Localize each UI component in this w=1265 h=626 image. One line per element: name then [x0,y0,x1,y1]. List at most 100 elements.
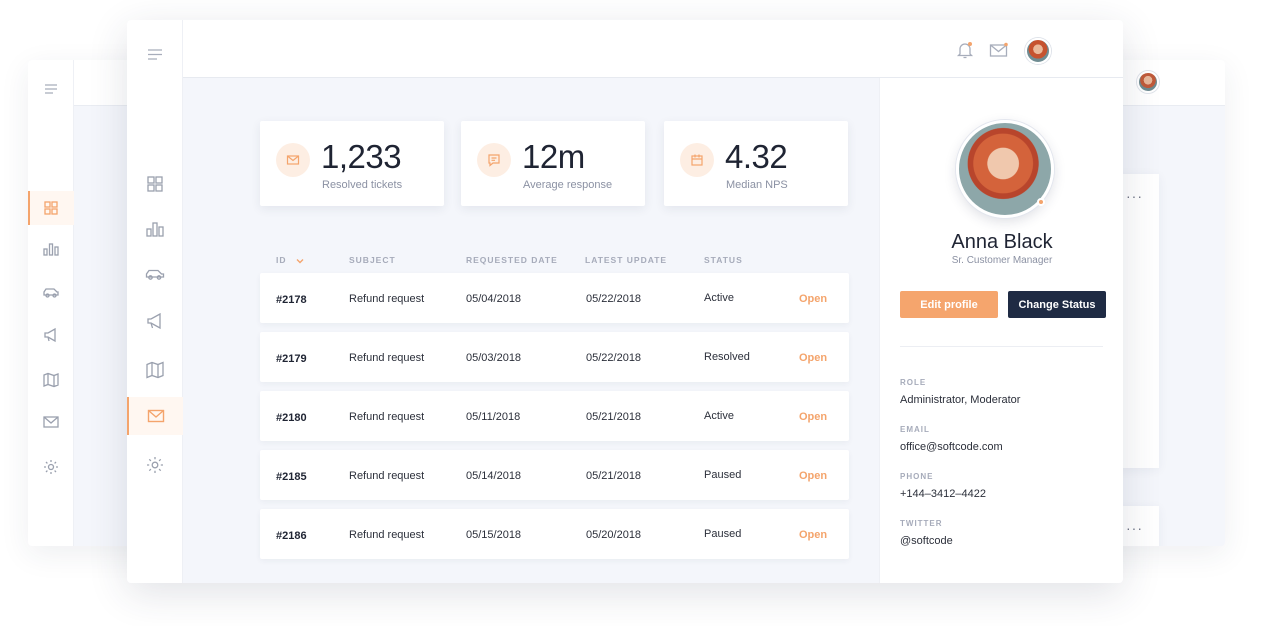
ticket-status: Paused [704,528,742,540]
stat-badge [276,143,310,177]
field-value-phone: +144–3412–4422 [900,488,986,500]
field-value-twitter: @softcode [900,535,953,547]
sidebar-item-messages[interactable] [127,397,183,435]
ticket-latest-update: 05/22/2018 [586,352,642,364]
background-sidebar [28,60,74,546]
table-row[interactable]: #2186 Refund request 05/15/2018 05/20/20… [260,509,849,559]
megaphone-icon [147,312,161,330]
open-link[interactable]: Open [799,470,828,482]
ticket-subject: Refund request [349,352,425,364]
avatar[interactable] [1025,38,1051,64]
stat-card-resolved: 1,233 Resolved tickets [260,121,444,206]
ticket-subject: Refund request [349,293,425,305]
stat-value: 1,233 [321,138,402,175]
column-header-id[interactable]: ID [276,255,304,265]
edit-profile-button[interactable]: Edit profile [900,291,998,318]
ticket-subject: Refund request [349,529,425,541]
background-nav-active [28,191,74,225]
app-window: 1,233 Resolved tickets 12m Average respo… [127,20,1123,583]
message-icon [488,154,500,167]
stat-label: Resolved tickets [322,179,403,191]
ticket-requested-date: 05/15/2018 [466,529,522,541]
table-row[interactable]: #2179 Refund request 05/03/2018 05/22/20… [260,332,849,382]
profile-avatar [956,120,1054,218]
ticket-id: #2185 [276,471,307,483]
ticket-id: #2186 [276,530,307,542]
settings-icon [147,457,163,473]
ticket-requested-date: 05/03/2018 [466,352,522,364]
ticket-latest-update: 05/21/2018 [586,411,642,423]
ticket-id: #2178 [276,294,307,306]
column-header-subject[interactable]: SUBJECT [349,255,396,265]
column-header-status[interactable]: STATUS [704,255,743,265]
profile-name: Anna Black [951,231,1053,253]
sidebar [127,20,183,583]
field-value-role: Administrator, Moderator [900,394,1021,406]
calendar-icon [691,154,703,166]
car-icon [145,269,165,280]
car-icon [43,288,59,298]
grid-icon [147,176,163,192]
envelope-icon[interactable] [989,40,1009,60]
sidebar-item-analytics[interactable] [127,210,183,248]
background-avatar [1137,71,1159,93]
topbar [183,20,1123,78]
stat-value: 4.32 [725,138,788,175]
table-row[interactable]: #2185 Refund request 05/14/2018 05/21/20… [260,450,849,500]
megaphone-icon [44,327,56,343]
ticket-subject: Refund request [349,470,425,482]
stat-label: Average response [523,179,613,191]
mail-icon [286,155,300,165]
ticket-id: #2180 [276,412,307,424]
sidebar-item-campaigns[interactable] [127,302,183,340]
column-header-latest-update[interactable]: LATEST UPDATE [585,255,668,265]
map-icon [146,361,164,379]
open-link[interactable]: Open [799,529,828,541]
profile-panel: Anna Black Sr. Customer Manager Edit pro… [879,78,1123,583]
sidebar-item-dashboard[interactable] [127,165,183,203]
table-row[interactable]: #2178 Refund request 05/04/2018 05/22/20… [260,273,849,323]
ticket-requested-date: 05/14/2018 [466,470,522,482]
stat-label: Median NPS [726,179,788,191]
field-label-role: ROLE [900,378,927,387]
stat-value: 12m [522,138,585,175]
grid-icon [44,201,58,215]
sidebar-item-settings[interactable] [127,446,183,484]
menu-icon[interactable] [148,49,162,60]
ticket-latest-update: 05/22/2018 [586,293,642,305]
ticket-id: #2179 [276,353,307,365]
bar-chart-icon [43,243,59,256]
divider [900,346,1103,347]
profile-role: Sr. Customer Manager [951,255,1053,266]
settings-icon [44,460,58,474]
open-link[interactable]: Open [799,411,828,423]
online-status-dot [1037,198,1045,206]
sidebar-item-map[interactable] [127,351,183,389]
table-row[interactable]: #2180 Refund request 05/11/2018 05/21/20… [260,391,849,441]
ticket-latest-update: 05/21/2018 [586,470,642,482]
field-label-twitter: TWITTER [900,519,943,528]
sidebar-item-vehicles[interactable] [127,255,183,293]
open-link[interactable]: Open [799,293,828,305]
stat-badge [477,143,511,177]
ticket-requested-date: 05/04/2018 [466,293,522,305]
menu-icon [45,84,57,94]
more-icon: ··· [1126,188,1143,204]
field-label-phone: PHONE [900,472,934,481]
column-header-label: ID [276,255,287,265]
ticket-requested-date: 05/11/2018 [466,411,521,423]
field-value-email: office@softcode.com [900,441,1003,453]
more-icon: ··· [1126,520,1143,536]
bell-icon[interactable] [955,40,975,60]
stat-card-nps: 4.32 Median NPS [664,121,848,206]
change-status-button[interactable]: Change Status [1008,291,1106,318]
ticket-subject: Refund request [349,411,425,423]
stat-card-response: 12m Average response [461,121,645,206]
column-header-requested-date[interactable]: REQUESTED DATE [466,255,558,265]
bar-chart-icon [146,222,164,237]
ticket-status: Active [704,410,734,422]
ticket-latest-update: 05/20/2018 [586,529,642,541]
open-link[interactable]: Open [799,352,828,364]
mail-icon [147,409,165,423]
mail-icon [43,416,59,428]
